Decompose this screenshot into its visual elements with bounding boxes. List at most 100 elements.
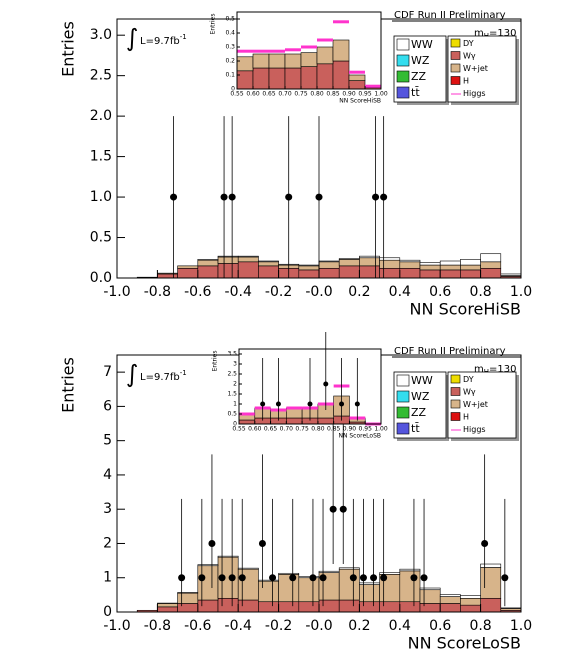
axes-frame	[236, 11, 382, 90]
data-point	[228, 193, 236, 201]
x-tick-label: 0.70	[278, 91, 292, 98]
x-tick-label: 0.70	[280, 426, 294, 433]
x-tick-label: -0.2	[265, 284, 292, 300]
bar-segment	[460, 595, 481, 599]
bar-segment	[480, 597, 502, 613]
bar-segment	[300, 52, 318, 67]
y-tick-label: 7	[103, 364, 112, 380]
data-point	[258, 539, 266, 547]
legend-label: DY	[463, 39, 474, 48]
bar-segment	[217, 263, 239, 279]
bar-segment	[298, 265, 320, 271]
bar-segment	[157, 606, 178, 613]
bar-segment	[338, 567, 360, 570]
bar-segment	[237, 599, 259, 613]
data-point	[359, 574, 367, 582]
bar-segment	[348, 80, 366, 90]
bar-segment	[298, 576, 320, 579]
data-point	[420, 574, 428, 582]
bar-segment	[298, 264, 320, 267]
y-tick-label: 2	[233, 381, 237, 388]
y-tick-label: 5	[103, 433, 112, 449]
bar-segment	[197, 265, 219, 279]
bar-segment	[217, 255, 239, 258]
data-point	[410, 574, 418, 582]
legend-label: tt̄	[411, 86, 420, 99]
bar-segment	[419, 269, 441, 279]
legend-swatch	[450, 374, 461, 384]
lumi-integral: ∫	[126, 24, 139, 52]
x-tick-label: 0.65	[264, 426, 278, 433]
x-tick-label: 0.80	[310, 91, 324, 98]
data-point	[218, 574, 226, 582]
bar-segment	[177, 603, 199, 613]
data-point	[208, 539, 216, 547]
x-tick-label: -0.6	[184, 284, 211, 300]
x-tick-label: 0.4	[389, 618, 411, 634]
bar-segment	[177, 592, 199, 604]
bar-segment	[419, 262, 441, 266]
data-point	[238, 574, 246, 582]
y-tick-label: 2.5	[227, 371, 237, 378]
y-tick-label: 0.5	[225, 16, 235, 23]
bar-segment	[332, 60, 350, 90]
y-tick-label: 0.2	[225, 58, 235, 65]
bar-segment	[359, 601, 380, 613]
bar-segment	[258, 601, 279, 613]
bar-segment	[338, 599, 360, 613]
data-point	[260, 401, 266, 407]
data-point	[349, 574, 357, 582]
bar-segment	[460, 604, 481, 613]
bar-segment	[197, 259, 219, 261]
bar-segment	[332, 39, 350, 62]
legend-swatch	[396, 422, 410, 435]
mass-symbol: m	[474, 28, 484, 39]
legend-label: W+jet	[463, 400, 488, 409]
lumi-text: L=9.7fb	[140, 372, 180, 383]
legend-swatch	[396, 390, 410, 403]
bar-segment	[318, 267, 340, 279]
x-tick-label: 0.6	[429, 618, 451, 634]
legend-label: Higgs	[463, 89, 486, 98]
x-tick-label: 0.55	[232, 426, 246, 433]
x-axis-label: NN ScoreLoSB	[338, 433, 381, 440]
x-tick-label: -0.4	[225, 618, 252, 634]
x-tick-label: 1.0	[510, 284, 532, 300]
x-tick-label: 0.85	[326, 91, 340, 98]
bar-segment	[460, 597, 481, 606]
experiment-label: CDF Run II Preliminary	[394, 10, 506, 21]
legend-label: DY	[463, 375, 474, 384]
bar-segment	[316, 63, 334, 90]
data-point	[228, 574, 236, 582]
x-axis-label: NN ScoreHiSB	[410, 300, 521, 319]
x-tick-label: -0.0	[305, 284, 332, 300]
legend-label: WZ	[411, 390, 430, 403]
legend-label: Higgs	[463, 425, 486, 434]
data-point	[323, 381, 329, 387]
bar-segment	[157, 272, 178, 275]
bar-segment	[258, 260, 279, 263]
bar-segment	[500, 607, 522, 609]
y-tick-label: 2.0	[90, 108, 112, 124]
bar-segment	[480, 567, 502, 599]
bar-segment	[236, 56, 254, 72]
y-axis-label: Entries	[210, 14, 217, 35]
y-tick-label: 0	[233, 421, 237, 428]
data-point	[315, 193, 323, 201]
y-tick-label: 0	[103, 604, 112, 620]
lumi-label: L=9.7fb-1	[140, 369, 187, 383]
bar-segment	[286, 417, 303, 425]
bar-segment	[379, 572, 401, 575]
data-point	[481, 539, 489, 547]
bar-segment	[359, 584, 380, 603]
y-tick-label: 0.5	[227, 411, 237, 418]
data-point	[329, 505, 337, 513]
bar-segment	[197, 259, 219, 267]
legend-swatch	[450, 76, 461, 85]
bar-segment	[439, 594, 461, 597]
bar-segment	[318, 260, 340, 263]
x-tick-label: 0.75	[295, 426, 309, 433]
x-tick-label: 0.90	[342, 91, 356, 98]
x-tick-label: 0.2	[348, 284, 370, 300]
